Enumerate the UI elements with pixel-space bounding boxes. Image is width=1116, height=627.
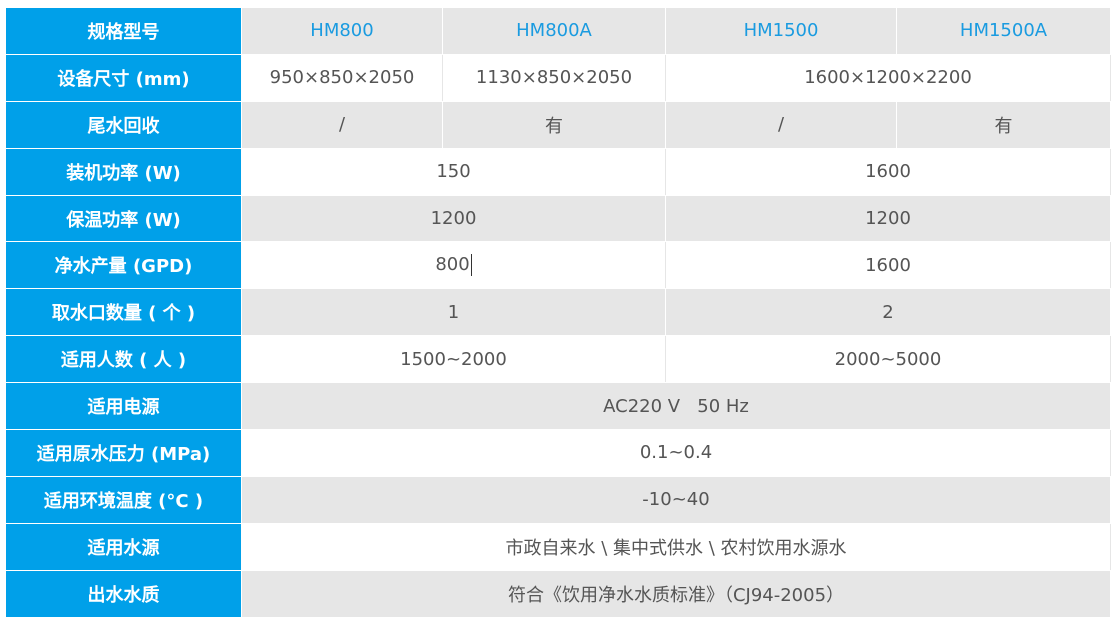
row-temperature: 适用环境温度 (°C ) -10~40 <box>5 475 1111 524</box>
cell: 1500~2000 <box>241 335 666 384</box>
cell-text: 800 <box>435 254 470 276</box>
cell: 1200 <box>665 194 1111 243</box>
cell: -10~40 <box>241 475 1111 524</box>
row-power: 装机功率 (W) 150 1600 <box>5 147 1111 196</box>
row-label: 适用水源 <box>5 522 242 571</box>
cell: AC220 V 50 Hz <box>241 382 1111 431</box>
row-outlets: 取水口数量 ( 个 ) 1 2 <box>5 288 1111 337</box>
cell: 150 <box>241 147 666 196</box>
cell: 市政自来水 \ 集中式供水 \ 农村饮用水源水 <box>241 522 1111 571</box>
row-label: 设备尺寸 (mm) <box>5 53 242 102</box>
cell: / <box>665 100 897 149</box>
cell: 有 <box>896 100 1111 149</box>
row-label: 净水产量 (GPD) <box>5 241 242 290</box>
row-label: 装机功率 (W) <box>5 147 242 196</box>
row-label: 出水水质 <box>5 569 242 618</box>
row-power-supply: 适用电源 AC220 V 50 Hz <box>5 382 1111 431</box>
row-label: 适用原水压力 (MPa) <box>5 429 242 477</box>
row-output: 净水产量 (GPD) 800 1600 <box>5 241 1111 290</box>
cell: 符合《饮用净水水质标准》（CJ94-2005） <box>241 569 1111 618</box>
row-label: 适用电源 <box>5 382 242 431</box>
cell: 2 <box>665 288 1111 337</box>
row-label: 规格型号 <box>5 7 242 55</box>
model-hm800: HM800 <box>241 7 443 55</box>
row-size: 设备尺寸 (mm) 950×850×2050 1130×850×2050 160… <box>5 53 1111 102</box>
model-hm1500a: HM1500A <box>896 7 1111 55</box>
row-tail-water: 尾水回收 / 有 / 有 <box>5 100 1111 149</box>
row-label: 尾水回收 <box>5 100 242 149</box>
cell: 1 <box>241 288 666 337</box>
cell: 0.1~0.4 <box>241 429 1111 477</box>
text-caret <box>470 254 472 277</box>
cell: 2000~5000 <box>665 335 1111 384</box>
row-water-quality: 出水水质 符合《饮用净水水质标准》（CJ94-2005） <box>5 569 1111 618</box>
cell: 1130×850×2050 <box>442 53 666 102</box>
row-pressure: 适用原水压力 (MPa) 0.1~0.4 <box>5 429 1111 477</box>
model-hm1500: HM1500 <box>665 7 897 55</box>
row-label: 适用环境温度 (°C ) <box>5 475 242 524</box>
row-model: 规格型号 HM800 HM800A HM1500 HM1500A <box>5 7 1111 55</box>
row-water-source: 适用水源 市政自来水 \ 集中式供水 \ 农村饮用水源水 <box>5 522 1111 571</box>
cell: 950×850×2050 <box>241 53 443 102</box>
row-label: 适用人数 ( 人 ) <box>5 335 242 384</box>
spec-table: 规格型号 HM800 HM800A HM1500 HM1500A 设备尺寸 (m… <box>5 7 1111 618</box>
cell: 1600×1200×2200 <box>665 53 1111 102</box>
cell[interactable]: 800 <box>241 241 666 290</box>
cell: / <box>241 100 443 149</box>
row-label: 保温功率 (W) <box>5 194 242 243</box>
row-people: 适用人数 ( 人 ) 1500~2000 2000~5000 <box>5 335 1111 384</box>
cell: 1600 <box>665 147 1111 196</box>
cell: 1200 <box>241 194 666 243</box>
cell: 1600 <box>665 241 1111 290</box>
row-heat-power: 保温功率 (W) 1200 1200 <box>5 194 1111 243</box>
model-hm800a: HM800A <box>442 7 666 55</box>
row-label: 取水口数量 ( 个 ) <box>5 288 242 337</box>
cell: 有 <box>442 100 666 149</box>
